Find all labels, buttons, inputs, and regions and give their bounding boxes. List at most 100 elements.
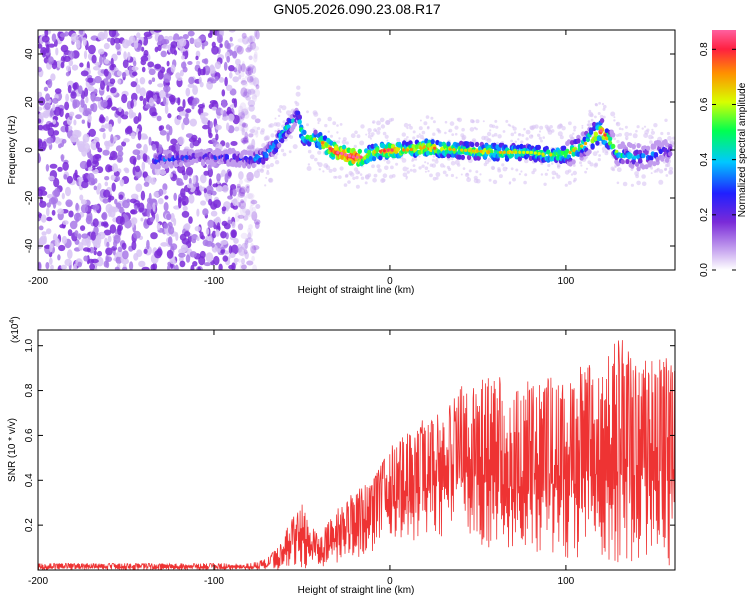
noise-point: [46, 137, 54, 144]
scatter-point: [580, 164, 583, 167]
noise-point: [93, 250, 97, 256]
scatter-point: [573, 177, 577, 182]
noise-point: [177, 97, 181, 106]
noise-point: [52, 119, 56, 125]
noise-point: [75, 138, 80, 146]
noise-point: [115, 256, 123, 265]
noise-point: [218, 186, 223, 192]
noise-point: [103, 68, 109, 77]
noise-point: [158, 188, 164, 197]
scatter-point: [336, 131, 339, 134]
scatter-point: [636, 180, 641, 186]
noise-point: [59, 108, 64, 118]
noise-point: [224, 76, 228, 87]
scatter-point: [521, 133, 525, 137]
scatter-point: [307, 163, 311, 166]
ridge-point: [628, 153, 633, 159]
noise-point: [179, 69, 184, 77]
noise-point: [198, 256, 206, 266]
scatter-point: [385, 120, 391, 125]
noise-point: [88, 128, 96, 137]
noise-point: [226, 122, 230, 131]
noise-point: [185, 108, 192, 113]
noise-point: [174, 264, 179, 270]
ridge-point: [561, 145, 567, 151]
scatter-point: [469, 127, 475, 132]
scatter-point: [613, 116, 616, 119]
noise-point: [187, 61, 193, 65]
scatter-point: [589, 162, 594, 167]
scatter-point: [449, 121, 455, 126]
scatter-point: [483, 162, 488, 167]
scatter-point: [426, 126, 430, 130]
noise-point: [240, 137, 249, 144]
scatter-point: [518, 173, 522, 176]
ridge-core-point: [313, 137, 317, 141]
noise-point: [254, 118, 261, 124]
noise-point: [231, 262, 236, 270]
noise-point: [47, 78, 53, 89]
ridge-point: [324, 142, 329, 148]
noise-point: [122, 250, 129, 260]
ridge-core-point: [502, 150, 506, 154]
noise-point: [84, 87, 89, 98]
noise-point: [241, 60, 246, 71]
noise-point: [216, 34, 223, 44]
noise-point: [243, 196, 247, 203]
noise-point: [253, 219, 261, 225]
scatter-point: [486, 131, 492, 137]
scatter-point: [274, 129, 278, 133]
noise-point: [99, 116, 106, 124]
noise-point: [54, 238, 60, 247]
ridge-point: [457, 154, 462, 160]
scatter-point: [490, 165, 495, 170]
noise-point: [148, 79, 153, 85]
noise-point: [124, 168, 130, 174]
scatter-point: [343, 183, 348, 187]
noise-point: [178, 198, 182, 209]
scatter-point: [379, 117, 385, 123]
noise-point: [135, 84, 141, 94]
noise-point: [236, 195, 240, 205]
noise-point: [38, 118, 42, 124]
bot-x-tick-label: -200: [28, 576, 48, 587]
noise-point: [143, 181, 150, 187]
noise-point: [201, 43, 205, 50]
ridge-point: [576, 138, 581, 144]
noise-point: [122, 266, 128, 270]
noise-point: [38, 186, 46, 192]
noise-point: [253, 88, 260, 98]
noise-point: [162, 96, 167, 106]
ridge-point: [276, 142, 282, 148]
noise-point: [237, 201, 241, 208]
noise-point: [226, 55, 231, 63]
scatter-point: [564, 170, 570, 175]
noise-point: [207, 164, 212, 171]
noise-point: [116, 70, 122, 77]
ridge-point: [571, 159, 576, 165]
noise-point: [42, 141, 47, 150]
noise-point: [226, 84, 233, 92]
noise-point: [44, 102, 51, 111]
noise-point: [117, 224, 123, 232]
ridge-point: [191, 158, 196, 164]
noise-point: [38, 261, 42, 270]
noise-point: [231, 221, 236, 229]
scatter-point: [330, 134, 333, 138]
noise-point: [246, 185, 250, 194]
noise-point: [255, 204, 261, 209]
scatter-point: [481, 135, 486, 141]
noise-point: [209, 30, 213, 36]
noise-point: [178, 111, 186, 116]
noise-point: [143, 143, 148, 154]
scatter-point: [616, 167, 622, 173]
scatter-point: [488, 178, 492, 182]
noise-point: [133, 116, 140, 124]
noise-point: [241, 77, 246, 83]
noise-point: [139, 77, 146, 85]
ridge-point: [599, 118, 605, 124]
scatter-point: [624, 125, 628, 129]
noise-point: [236, 45, 244, 55]
noise-point: [239, 200, 247, 210]
noise-point: [240, 124, 249, 133]
